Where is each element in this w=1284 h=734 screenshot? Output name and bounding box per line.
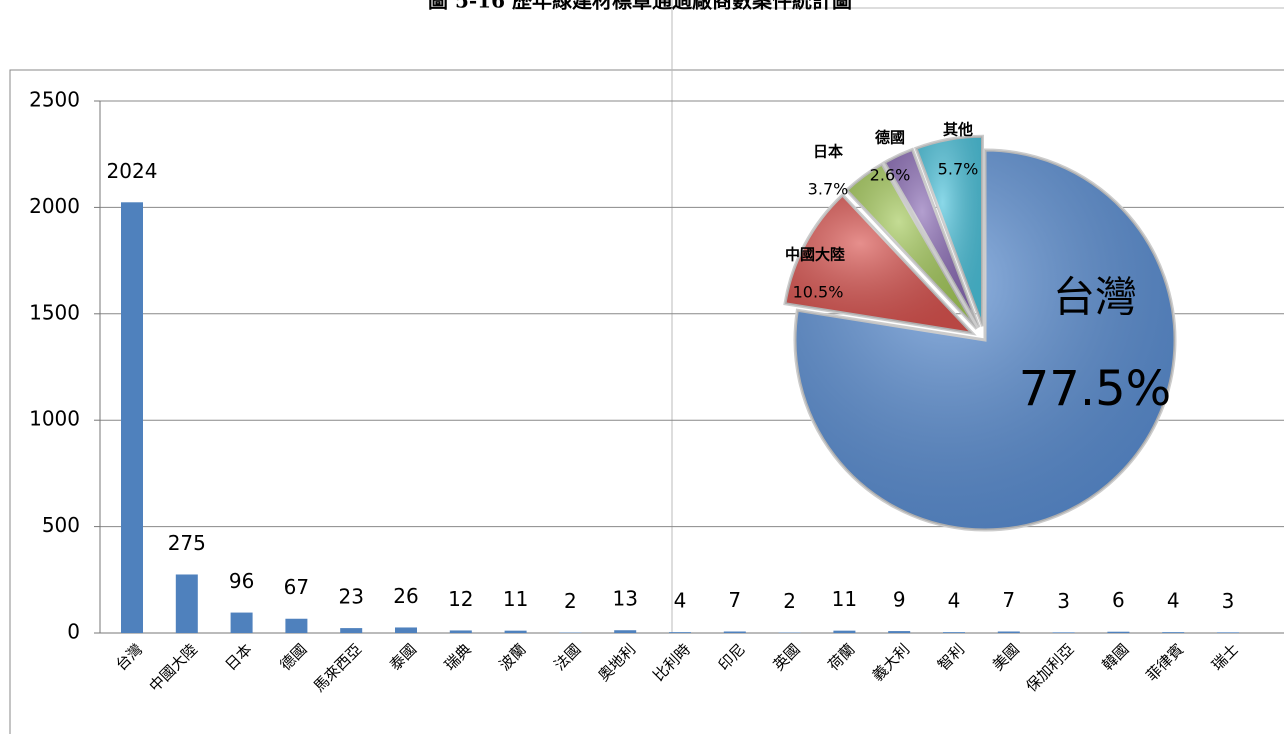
bar	[997, 631, 1020, 633]
data-label: 6	[1112, 588, 1125, 612]
data-label: 96	[229, 569, 254, 593]
slice-label: 3.7%	[808, 180, 849, 199]
data-label: 9	[893, 588, 906, 612]
bar	[121, 202, 143, 634]
x-tick-label: 菲律賓	[1143, 640, 1188, 685]
x-tick-label: 美國	[989, 640, 1023, 674]
x-tick-label: 波蘭	[496, 640, 530, 674]
bar	[395, 627, 417, 633]
data-label: 26	[393, 584, 418, 608]
y-tick-label: 500	[42, 513, 80, 537]
x-tick-label: 泰國	[386, 640, 420, 674]
data-label: 2024	[107, 159, 158, 183]
data-label: 12	[448, 587, 473, 611]
bar	[723, 631, 746, 633]
x-tick-label: 英國	[770, 640, 804, 674]
data-label: 4	[674, 589, 687, 613]
x-tick-label: 法國	[550, 640, 584, 674]
chart-title: 圖 5-16 歷年綠建材標章通過廠商數案件統計圖	[428, 0, 852, 13]
data-label: 4	[948, 589, 961, 613]
x-tick-label: 韓國	[1098, 640, 1132, 674]
x-tick-label: 義大利	[869, 640, 914, 685]
y-tick-label: 1000	[29, 407, 80, 431]
x-tick-label: 台灣	[112, 640, 146, 674]
data-label: 3	[1222, 589, 1235, 613]
bar	[1217, 632, 1239, 633]
data-label: 67	[284, 575, 309, 599]
slice-name: 中國大陸	[785, 246, 845, 264]
data-label: 23	[338, 585, 363, 609]
bar	[230, 612, 253, 633]
slice-name: 德國	[875, 129, 905, 147]
bar	[340, 628, 363, 633]
x-tick-label: 比利時	[649, 640, 694, 685]
data-label: 4	[1167, 589, 1180, 613]
x-tick-label: 中國大陸	[146, 640, 201, 695]
x-tick-label: 印尼	[715, 640, 749, 674]
y-tick-label: 1500	[29, 300, 80, 324]
x-tick-label: 瑞士	[1208, 640, 1242, 674]
slice-label: 77.5%	[1019, 361, 1171, 417]
slice-shine	[915, 136, 983, 327]
x-tick-label: 保加利亞	[1022, 640, 1077, 695]
bar	[669, 632, 691, 633]
data-label: 3	[1057, 589, 1070, 613]
x-tick-label: 馬來西亞	[310, 640, 365, 695]
bar	[285, 618, 308, 633]
x-tick-label: 日本	[222, 640, 256, 674]
bar	[449, 630, 472, 633]
data-label: 2	[783, 589, 796, 613]
bar	[833, 630, 856, 633]
slice-shine	[784, 194, 973, 334]
slice-label: 2.6%	[870, 166, 911, 185]
data-label: 11	[832, 587, 857, 611]
x-tick-label: 智利	[934, 640, 968, 674]
slice-label: 10.5%	[793, 283, 844, 302]
bar	[504, 630, 527, 633]
y-tick-label: 2000	[29, 194, 80, 218]
x-tick-label: 德國	[276, 640, 310, 674]
slice-name: 日本	[813, 143, 843, 161]
data-label: 11	[503, 587, 528, 611]
data-label: 7	[728, 588, 741, 612]
y-tick-label: 2500	[29, 88, 80, 112]
bar	[1162, 632, 1185, 633]
bar	[943, 632, 965, 633]
bar	[175, 574, 198, 633]
chart-frame	[9, 69, 1284, 734]
bar	[614, 630, 637, 633]
y-tick-label: 0	[67, 620, 80, 644]
slice-name: 其他	[943, 121, 973, 139]
slice-name: 台灣	[1053, 273, 1137, 322]
slice-shine	[884, 149, 980, 328]
slice-label: 5.7%	[938, 160, 979, 179]
bar	[1052, 632, 1075, 633]
bar	[1107, 631, 1130, 633]
slice-shine	[795, 150, 1176, 530]
slice-shine	[846, 164, 977, 329]
x-tick-label: 瑞典	[441, 640, 475, 674]
bar	[888, 631, 911, 633]
data-label: 275	[168, 531, 206, 555]
x-tick-label: 荷蘭	[824, 640, 858, 674]
data-label: 7	[1002, 588, 1015, 612]
data-label: 13	[612, 587, 637, 611]
data-label: 2	[564, 589, 577, 613]
x-tick-label: 奧地利	[595, 640, 640, 685]
